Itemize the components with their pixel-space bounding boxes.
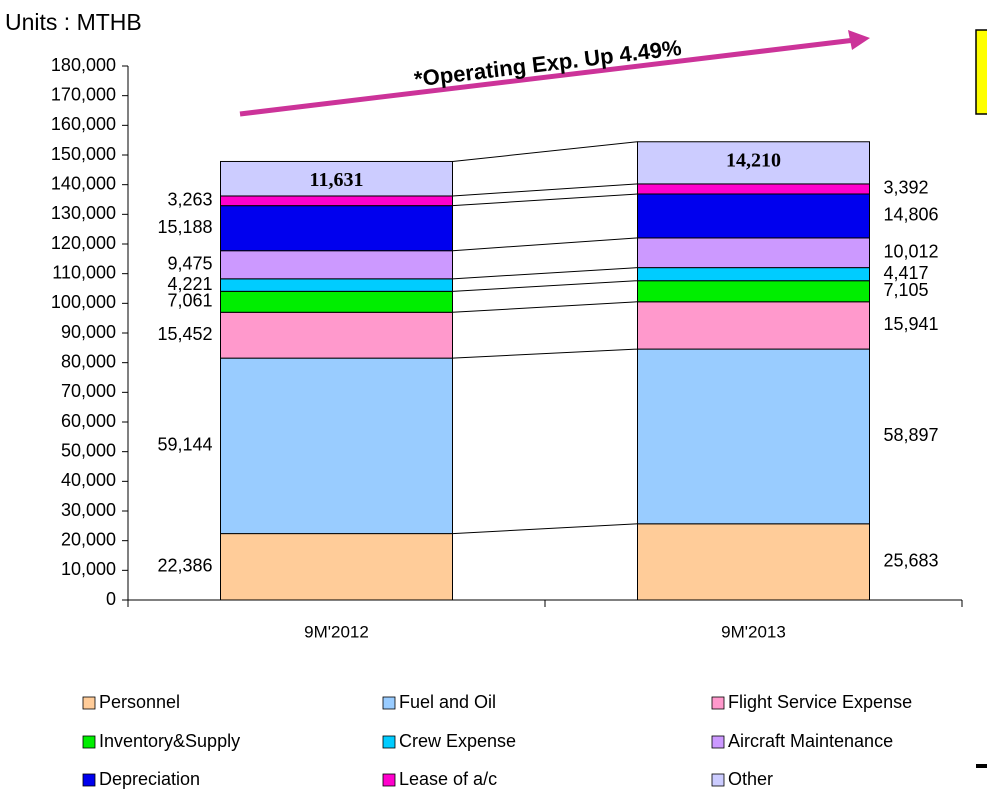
value-label: 9,475 [167,254,212,274]
legend-label: Personnel [99,692,180,712]
bar-segment [637,193,870,239]
x-tick-label: 9M'2012 [304,622,369,641]
bar-segment [220,160,453,197]
y-tick-label: 180,000 [51,55,116,75]
bar-segment [637,301,870,350]
legend-swatch [711,773,725,787]
value-label: 4,417 [884,263,929,283]
value-label: 15,452 [157,324,212,344]
y-tick-label: 160,000 [51,114,116,134]
bar-segment [220,250,453,280]
y-tick-label: 110,000 [52,262,116,282]
y-tick-label: 140,000 [51,173,116,193]
edge-mark [976,764,987,768]
note-box [975,29,987,115]
legend-label: Aircraft Maintenance [728,731,893,751]
connector [452,301,638,313]
legend-label: Crew Expense [399,731,516,751]
bar-segment [220,311,453,359]
value-label: 58,897 [884,425,939,445]
legend-swatch [711,696,725,710]
y-tick-label: 150,000 [51,144,116,164]
value-label: 22,386 [157,556,212,576]
y-tick-label: 100,000 [51,292,116,312]
y-tick-label: 20,000 [61,529,116,549]
bar-segment [637,237,870,269]
x-tick-label: 9M'2013 [721,622,786,641]
legend-swatch [382,696,396,710]
arrow-head [848,30,870,50]
legend-label: Fuel and Oil [399,692,496,712]
value-label: 7,105 [884,280,929,300]
legend-swatch [382,735,396,749]
legend-label: Other [728,769,773,789]
bar-segment [220,290,453,313]
connector [452,237,638,252]
value-label: 59,144 [157,435,212,455]
value-label: 10,012 [884,242,939,262]
value-label: 4,221 [167,274,212,294]
y-tick-label: 120,000 [51,233,116,253]
connector [452,280,638,292]
y-tick-label: 40,000 [61,470,116,490]
chart-title: Units : MTHB [5,9,142,35]
y-tick-label: 130,000 [51,203,116,223]
legend-swatch [82,735,96,749]
y-tick-label: 30,000 [61,500,116,520]
legend-swatch [82,773,96,787]
value-label: 11,631 [310,169,364,191]
value-label: 3,263 [167,190,212,210]
legend-swatch [82,696,96,710]
bar-segment [220,278,453,292]
y-tick-label: 50,000 [61,440,116,460]
value-label: 15,188 [157,217,212,237]
value-label: 14,210 [726,149,781,171]
bar-segment [637,183,870,195]
connector [452,267,638,280]
value-label: 7,061 [167,291,212,311]
connector [452,523,638,535]
y-tick-label: 80,000 [61,351,116,371]
legend-label: Flight Service Expense [728,692,912,712]
value-label: 25,683 [884,551,939,571]
value-label: 14,806 [884,205,939,225]
bar-segment [220,205,453,252]
bar-segment [637,348,870,525]
y-tick-label: 90,000 [61,322,116,342]
bar-segment [220,533,453,601]
bar-segment [220,195,453,207]
y-tick-label: 10,000 [61,559,116,579]
legend-swatch [382,773,396,787]
y-tick-label: 170,000 [51,84,116,104]
y-tick-label: 0 [106,589,116,609]
connector [452,348,638,359]
value-label: 3,392 [884,178,929,198]
connector [452,141,638,162]
value-label: 15,941 [884,314,939,334]
connector [452,183,638,197]
legend-label: Inventory&Supply [99,731,240,751]
bar-segment [637,141,870,185]
bar-segment [637,280,870,303]
bar-segment [637,267,870,282]
legend-swatch [711,735,725,749]
connector [452,193,638,207]
legend-label: Lease of a/c [399,769,497,789]
annotation: *Operating Exp. Up 4.49% [413,35,683,92]
y-tick-label: 60,000 [61,411,116,431]
y-tick-label: 70,000 [61,381,116,401]
bar-segment [637,523,870,601]
bar-segment [220,357,453,535]
trend-arrow [239,37,856,117]
legend-label: Depreciation [99,769,200,789]
